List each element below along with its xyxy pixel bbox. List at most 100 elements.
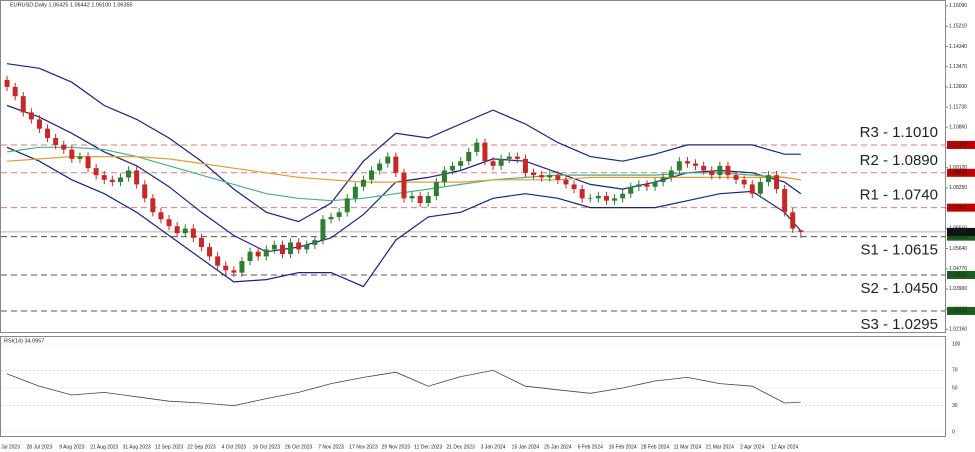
x-tick-label: 9 Aug 2023 (59, 444, 85, 450)
candle-body (45, 128, 51, 138)
level-price-box (947, 168, 975, 177)
candle-body (223, 265, 229, 271)
level-price-box (947, 306, 975, 315)
candle-body (207, 247, 213, 257)
level-label: S3 - 1.0295 (860, 316, 938, 333)
x-tick-label: 15 Jan 2024 (512, 444, 540, 450)
current-price-box (947, 227, 975, 236)
candle-body (360, 179, 366, 187)
candle-body (69, 149, 75, 159)
x-tick-label: 17 Nov 2023 (349, 444, 378, 450)
y-tick-label: 100 (952, 341, 961, 347)
candle-body (93, 168, 99, 176)
candle-body (547, 175, 553, 178)
level-price-box (947, 203, 975, 212)
candle-body (385, 156, 391, 164)
level-price-label: 1.02950 (949, 308, 967, 314)
level-label: S1 - 1.0615 (860, 242, 938, 259)
level-price-label: 1.04500 (949, 272, 967, 278)
candle-body (288, 242, 294, 255)
candle-body (579, 189, 585, 199)
x-tick-label: 11 Dec 2023 (414, 444, 442, 450)
candle-body (134, 170, 140, 185)
candle-body (271, 244, 277, 250)
candle-body (279, 244, 285, 255)
candle-body (344, 198, 350, 213)
candle-body (328, 216, 334, 220)
candle-body (701, 165, 707, 171)
candle-body (85, 156, 91, 169)
y-tick-label: 1.10860 (949, 125, 967, 131)
candle-body (239, 261, 245, 273)
x-tick-label: 21 Dec 2023 (446, 444, 475, 450)
level-price-label: 1.10100 (949, 142, 967, 148)
candle-body (774, 175, 780, 190)
level-label: S2 - 1.0450 (860, 280, 938, 297)
x-tick-label: 6 Feb 2024 (578, 444, 604, 450)
y-tick-label: 1.09120 (949, 165, 967, 171)
rsi-line (6, 369, 801, 407)
candle-body (587, 198, 593, 199)
candle-body (620, 193, 626, 199)
rsi-title: RSI(14) 34.0957 (4, 338, 44, 344)
candle-body (304, 244, 310, 250)
candle-body (377, 163, 383, 171)
candle-body (231, 270, 237, 273)
candle-body (555, 175, 561, 180)
candle-body (53, 137, 59, 145)
candle-body (101, 175, 107, 180)
candle-body (644, 184, 650, 187)
y-tick-label: 50 (952, 385, 958, 391)
x-tick-label: 21 Aug 2023 (90, 444, 118, 450)
x-tick-label: 12 Apr 2024 (771, 444, 798, 450)
y-tick-label: 30 (952, 403, 958, 409)
candle-body (4, 79, 10, 87)
y-tick-label: 1.02160 (949, 327, 967, 333)
candle-body (247, 251, 253, 262)
candle-body (612, 198, 618, 201)
level-price-label: 1.07400 (949, 205, 967, 211)
candle-body (628, 186, 634, 194)
candle-body (336, 212, 342, 217)
candle-body (765, 175, 771, 183)
candle-body (709, 170, 715, 176)
candle-body (150, 198, 156, 213)
candle-body (490, 161, 496, 166)
x-tick-label: 16 Oct 2023 (253, 444, 280, 450)
x-tick-label: 7 Nov 2023 (318, 444, 344, 450)
indicator-line (6, 156, 801, 183)
candle-body (20, 96, 26, 113)
candle-body (506, 156, 512, 159)
x-tick-label: 3 Jan 2024 (481, 444, 506, 450)
y-tick-label: 1.04770 (949, 266, 967, 272)
candle-body (676, 161, 682, 171)
candle-body (312, 240, 318, 245)
candle-body (660, 177, 666, 183)
y-tick-label: 0 (952, 429, 955, 435)
indicator-line (6, 63, 801, 223)
indicator-line (6, 146, 802, 288)
candle-body (296, 242, 302, 250)
y-tick-label: 1.08250 (949, 185, 967, 191)
x-tick-label: 4 Oct 2023 (222, 444, 247, 450)
x-tick-label: 16 Feb 2024 (609, 444, 637, 450)
candle-body (409, 196, 415, 199)
candle-body (117, 177, 123, 183)
chart-title: EURUSD,Daily 1.06425 1.06442 1.06100 1.0… (10, 2, 133, 8)
x-tick-label: 28 Jul 2023 (27, 444, 53, 450)
candle-body (198, 237, 204, 248)
x-tick-label: 31 Aug 2023 (123, 444, 151, 450)
candle-body (636, 184, 642, 187)
y-tick-label: 1.05640 (949, 246, 967, 252)
candle-body (36, 119, 42, 129)
candle-body (450, 165, 456, 171)
candle-body (733, 175, 739, 180)
candle-body (215, 256, 221, 266)
candle-body (668, 170, 674, 178)
indicator-line (6, 146, 801, 202)
level-price-box (947, 140, 975, 149)
level-price-box (947, 232, 975, 241)
candle-body (522, 158, 528, 173)
